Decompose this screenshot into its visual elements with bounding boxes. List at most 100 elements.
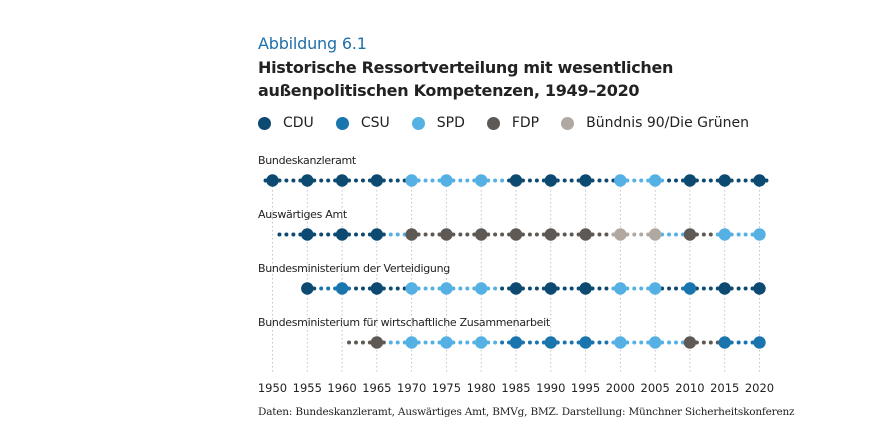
legend-item-gruene: Bündnis 90/Die Grünen	[561, 115, 749, 131]
year-dot-minor	[465, 178, 470, 183]
year-dot-minor	[347, 340, 352, 345]
timeline-rows	[263, 174, 769, 349]
year-dot-minor	[465, 232, 470, 237]
year-dot-major	[579, 282, 592, 295]
legend-swatch-cdu	[258, 116, 271, 130]
x-tick-label: 1950	[258, 381, 287, 395]
year-dot-minor	[360, 340, 365, 345]
year-dot-major	[509, 336, 523, 349]
year-dot-minor	[353, 286, 358, 291]
row-3	[347, 336, 766, 349]
year-dot-major	[544, 174, 557, 187]
gridlines	[272, 186, 760, 372]
year-dot-minor	[277, 232, 282, 237]
legend-label-csu: CSU	[360, 115, 390, 131]
year-dot-minor	[736, 340, 741, 345]
chart-title: Historische Ressortverteilung mit wesent…	[258, 56, 673, 102]
year-dot-minor	[701, 178, 706, 183]
year-dot-minor	[736, 232, 741, 237]
year-dot-minor	[500, 232, 505, 237]
year-dot-minor	[562, 232, 567, 237]
year-dot-minor	[604, 340, 609, 345]
year-dot-major	[475, 228, 488, 241]
x-tick-label: 1980	[467, 381, 496, 395]
x-tick-label: 1990	[536, 381, 565, 395]
year-dot-major	[475, 336, 488, 349]
legend-label-cdu: CDU	[283, 115, 314, 131]
year-dot-minor	[527, 340, 532, 345]
year-dot-minor	[527, 232, 532, 237]
x-tick-label: 2020	[745, 381, 774, 395]
year-dot-minor	[493, 286, 498, 291]
year-dot-major	[683, 228, 697, 241]
year-dot-minor	[736, 286, 741, 291]
year-dot-major	[648, 336, 662, 349]
x-tick-label: 1975	[432, 381, 461, 395]
year-dot-major	[335, 174, 349, 187]
year-dot-minor	[423, 178, 428, 183]
year-dot-minor	[319, 232, 324, 237]
x-tick-label: 1955	[293, 381, 322, 395]
year-dot-major	[335, 228, 349, 241]
year-dot-minor	[597, 340, 602, 345]
year-dot-major	[440, 228, 453, 241]
year-dot-major	[614, 174, 627, 187]
year-dot-minor	[458, 286, 463, 291]
year-dot-major	[718, 336, 731, 349]
year-dot-major	[683, 174, 697, 187]
legend-item-csu: CSU	[335, 115, 390, 131]
year-dot-minor	[743, 286, 748, 291]
year-dot-major	[544, 336, 557, 349]
year-dot-minor	[353, 178, 358, 183]
year-dot-major	[648, 228, 662, 241]
x-tick-label: 1970	[397, 381, 426, 395]
x-tick-label: 1965	[362, 381, 391, 395]
year-dot-minor	[423, 340, 428, 345]
year-dot-minor	[639, 232, 644, 237]
legend: CDU CSU SPD FDP Bündnis 90/Die Grünen	[258, 115, 771, 131]
row-label-auswaertiges-amt: Auswärtiges Amt	[258, 208, 347, 221]
year-dot-major	[544, 228, 557, 241]
year-dot-minor	[360, 286, 365, 291]
year-dot-major	[683, 282, 697, 295]
year-dot-minor	[430, 178, 435, 183]
x-tick-label: 2000	[606, 381, 635, 395]
year-dot-major	[440, 174, 453, 187]
year-dot-major	[509, 282, 523, 295]
year-dot-minor	[562, 178, 567, 183]
year-dot-major	[718, 228, 731, 241]
year-dot-major	[370, 228, 384, 241]
year-dot-minor	[569, 286, 574, 291]
year-dot-major	[475, 282, 488, 295]
year-dot-major	[509, 174, 523, 187]
year-dot-major	[405, 336, 418, 349]
chart-title-line-2: außenpolitischen Kompetenzen, 1949–2020	[258, 81, 640, 100]
year-dot-minor	[597, 286, 602, 291]
year-dot-minor	[743, 232, 748, 237]
year-dot-minor	[500, 178, 505, 183]
year-dot-minor	[743, 340, 748, 345]
year-dot-minor	[639, 286, 644, 291]
year-dot-minor	[458, 178, 463, 183]
row-1	[277, 228, 766, 241]
year-dot-minor	[569, 232, 574, 237]
year-dot-minor	[632, 340, 637, 345]
year-dot-minor	[597, 178, 602, 183]
year-dot-major	[405, 228, 418, 241]
year-dot-minor	[674, 178, 679, 183]
year-dot-minor	[604, 178, 609, 183]
year-dot-minor	[667, 232, 672, 237]
year-dot-major	[579, 228, 592, 241]
year-dot-minor	[632, 232, 637, 237]
year-dot-minor	[360, 232, 365, 237]
year-dot-major	[718, 174, 731, 187]
year-dot-minor	[708, 178, 713, 183]
year-dot-major	[440, 336, 453, 349]
year-dot-minor	[388, 178, 393, 183]
year-dot-minor	[423, 286, 428, 291]
year-dot-major	[753, 228, 766, 241]
year-dot-minor	[604, 286, 609, 291]
year-dot-minor	[326, 286, 331, 291]
year-dot-minor	[284, 232, 289, 237]
